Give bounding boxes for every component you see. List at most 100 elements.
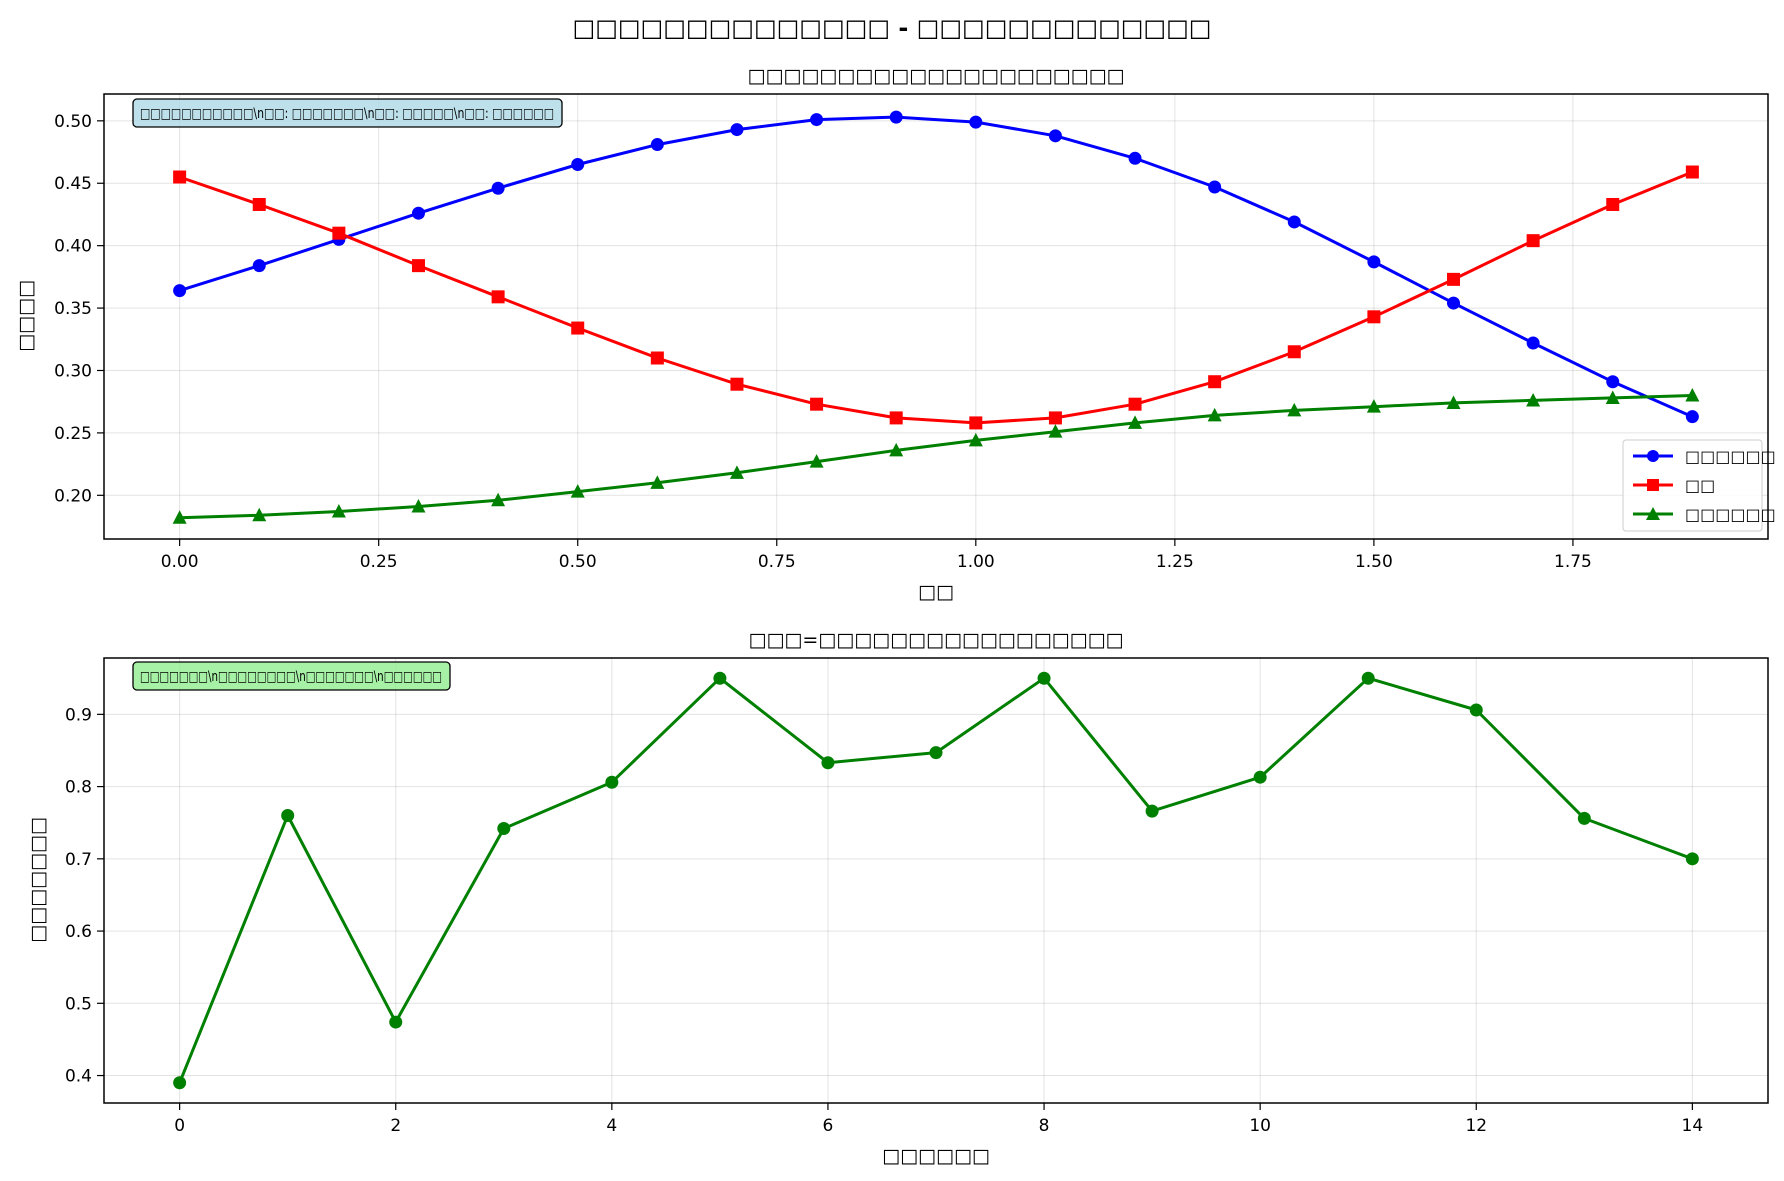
top-series-1-point	[571, 158, 585, 172]
bottom-x-tick-label: 4	[606, 1116, 617, 1136]
bottom-x-axis-label: □□□□□□	[882, 1145, 990, 1167]
top-x-tick-label: 1.75	[1554, 552, 1592, 572]
bottom-x-tick-label: 0	[174, 1116, 185, 1136]
bottom-series-1-point	[497, 821, 511, 835]
bottom-y-tick-label: 0.6	[65, 922, 92, 942]
top-series-1-point	[1447, 296, 1461, 310]
top-series-2-point	[1447, 272, 1461, 286]
top-series-1-point	[1526, 336, 1540, 350]
top-legend: □□□□□□ □□ □□□□□□	[1622, 439, 1776, 532]
top-series-2-point	[1208, 375, 1222, 389]
top-series-3-point	[1287, 402, 1302, 417]
bottom-series-1-point	[173, 1076, 187, 1090]
top-series-1-point	[173, 284, 187, 298]
top-y-tick-label: 0.40	[54, 237, 92, 257]
bottom-series-1-point	[1253, 770, 1267, 784]
top-series-1-point	[1128, 151, 1142, 165]
bottom-plot-frame	[103, 657, 1769, 1104]
bottom-y-tick-label: 0.8	[65, 778, 92, 798]
legend-label-1: □□□□□□	[1685, 447, 1776, 466]
bottom-series-1-point	[1685, 852, 1699, 866]
top-series-2-point	[173, 170, 187, 184]
top-x-tick-label: 0.75	[758, 552, 796, 572]
top-series-3-point	[1207, 407, 1222, 422]
top-x-tick-label: 0.50	[559, 552, 597, 572]
top-series-2-point	[411, 259, 425, 273]
top-annotation-box: □□□□□□□□□□□\n□□: □□□□□□□\n□□: □□□□□\n□□:…	[132, 98, 563, 128]
top-series-1-point	[1048, 129, 1062, 143]
legend-marker-3	[1646, 507, 1660, 520]
top-annotation-background	[132, 98, 563, 128]
bottom-plot-area	[104, 658, 1768, 1103]
top-series-1-point	[1685, 410, 1699, 424]
top-series-2-point	[810, 397, 824, 411]
bottom-annotation-text: □□□□□□□\n□□□□□□□□\n□□□□□□□\n□□□□□□	[140, 669, 442, 685]
top-annotation-text: □□□□□□□□□□□\n□□: □□□□□□□\n□□: □□□□□\n□□:…	[140, 106, 554, 122]
bottom-series-1-point	[713, 671, 727, 685]
top-x-tick-label: 1.00	[957, 552, 995, 572]
bottom-series-1-point	[1037, 671, 1051, 685]
top-series-3-line	[179, 394, 1693, 520]
top-series-2-line	[179, 170, 1693, 425]
top-plot-area	[104, 94, 1768, 539]
top-y-tick-label: 0.35	[54, 299, 92, 319]
top-series-3-point	[1685, 387, 1700, 402]
top-x-axis-label: □□	[918, 581, 954, 603]
legend-label-2: □□	[1685, 476, 1715, 495]
top-x-tick-label: 1.50	[1355, 552, 1393, 572]
bottom-ticks: 0 2 4 6 8 10 12 14 0.4 0.5 0.6 0.7 0.8 0.9	[65, 705, 1703, 1136]
top-series-1-point	[730, 123, 744, 137]
bottom-annotation-box: □□□□□□□\n□□□□□□□□\n□□□□□□□\n□□□□□□	[132, 661, 451, 691]
top-chart: □□□□□□□□□□□□□□□□□□□□□ 0.00 0.25 0.50 0.75 1.…	[15, 65, 1776, 603]
top-series-group	[172, 110, 1700, 524]
top-series-1-point	[889, 110, 903, 124]
top-series-2-point	[491, 290, 505, 304]
legend-label-3: □□□□□□	[1685, 505, 1776, 524]
top-series-3-point	[411, 499, 426, 513]
top-series-3-point	[968, 432, 983, 447]
bottom-grid	[104, 658, 1768, 1103]
legend-marker-1	[1647, 450, 1659, 462]
top-y-tick-label: 0.30	[54, 361, 92, 381]
bottom-series-1-point	[1145, 804, 1159, 818]
top-series-1-point	[1367, 255, 1381, 269]
bottom-y-tick-label: 0.9	[65, 705, 92, 725]
bottom-series-group	[173, 671, 1699, 1090]
bottom-y-axis-label: □□□□□□□	[27, 817, 49, 943]
top-series-2-point	[1048, 411, 1062, 425]
top-x-tick-label: 0.25	[360, 552, 398, 572]
figure-suptitle: □□□□□□□□□□□□□□ - □□□□□□□□□□□□□	[573, 14, 1212, 42]
bottom-x-tick-label: 6	[823, 1116, 834, 1136]
top-series-3-point	[570, 484, 585, 498]
top-series-2-point	[1685, 165, 1699, 179]
bottom-y-tick-label: 0.4	[65, 1067, 92, 1087]
top-chart-title: □□□□□□□□□□□□□□□□□□□□□	[748, 65, 1125, 87]
top-series-3-point	[252, 507, 267, 522]
legend-entry-1: □□□□□□	[1633, 447, 1776, 466]
bottom-y-tick-label: 0.5	[65, 994, 92, 1014]
top-grid	[104, 94, 1768, 539]
top-series-2-point	[1128, 397, 1142, 411]
top-series-3-point	[331, 504, 346, 518]
top-series-1-point	[650, 138, 664, 152]
bottom-chart-title: □□□=□□□□□□□□□□□□□□□□□	[749, 629, 1124, 651]
top-series-2-point	[889, 411, 903, 425]
top-series-2-point	[1526, 234, 1540, 248]
top-series-2-point	[252, 197, 266, 211]
top-x-tick-label: 1.25	[1156, 552, 1194, 572]
top-y-tick-label: 0.25	[54, 424, 92, 444]
top-series-1-point	[1208, 180, 1222, 194]
top-series-2-point	[969, 416, 983, 430]
top-series-3-point	[1048, 424, 1063, 438]
top-y-axis-label: □□□□	[15, 280, 37, 352]
top-series-1-line	[179, 115, 1694, 419]
top-series-3-point	[1526, 392, 1541, 407]
top-series-3-point	[1446, 395, 1461, 409]
top-series-3-point	[172, 510, 187, 524]
bottom-series-1-point	[929, 746, 943, 760]
top-series-3-point	[491, 492, 506, 507]
top-series-1-point	[1606, 375, 1620, 389]
top-y-tick-label: 0.45	[54, 174, 92, 194]
bottom-series-1-point	[1577, 811, 1591, 825]
top-x-tick-label: 0.00	[161, 552, 199, 572]
